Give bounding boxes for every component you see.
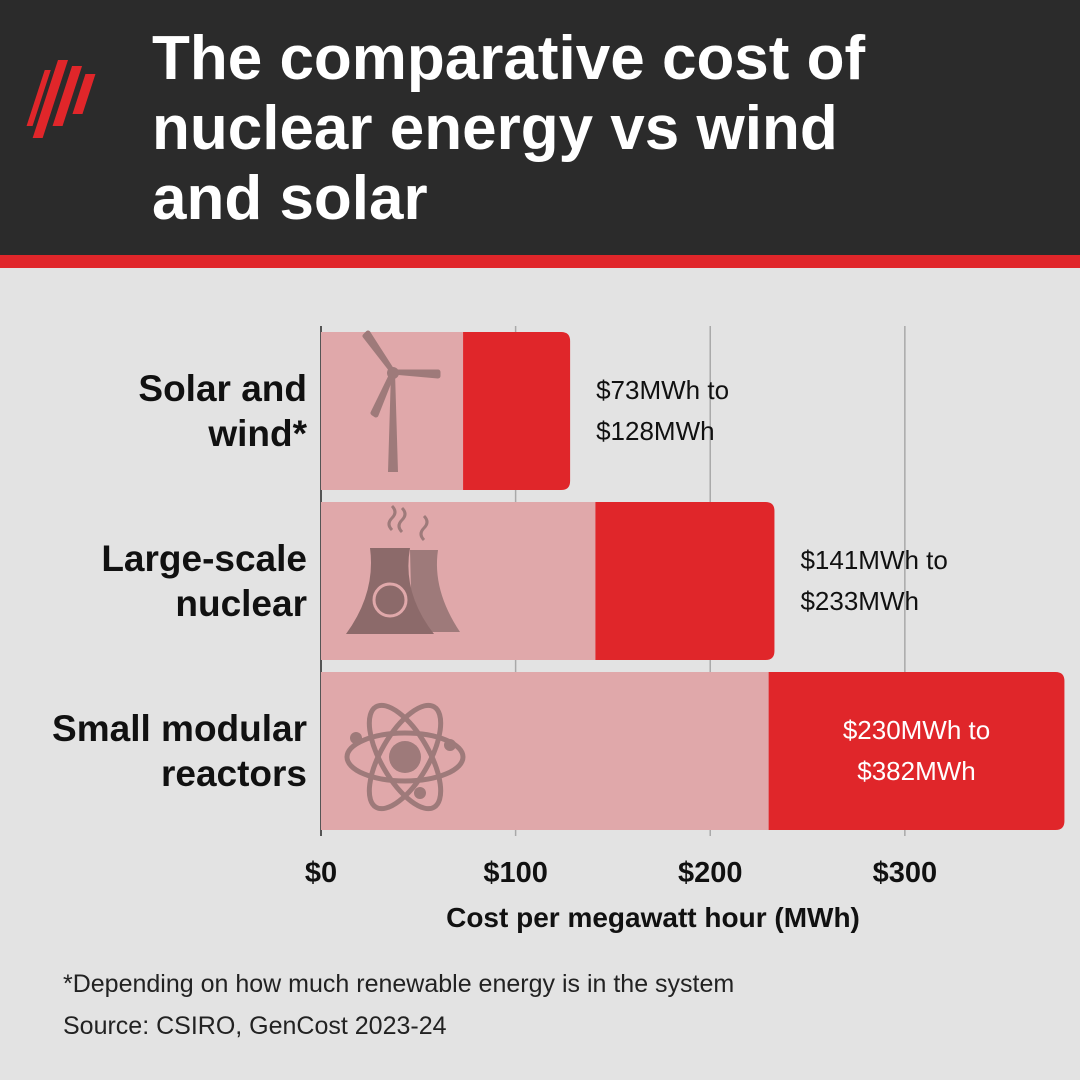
icon — [444, 739, 456, 751]
icon — [372, 582, 408, 618]
header — [0, 0, 1080, 255]
value-label: $73MWh to $128MWh — [596, 375, 730, 446]
icon — [366, 702, 444, 812]
icon — [410, 550, 460, 632]
value-label: $230MWh to $382MWh — [842, 715, 991, 786]
x-tick-label: $100 — [483, 857, 548, 889]
category-label: Large-scale nuclear — [101, 538, 307, 624]
icon — [387, 504, 429, 542]
icon — [362, 330, 441, 418]
row-icon — [362, 330, 441, 472]
bar-range — [768, 672, 1065, 830]
row-icon — [344, 702, 466, 812]
bar-range — [595, 502, 775, 660]
x-tick-label: $0 — [304, 857, 338, 889]
category-label: Small modular reactors — [52, 708, 307, 794]
x-tick-label: $300 — [872, 857, 938, 889]
row-icon — [346, 504, 460, 634]
x-axis-title: Cost per megawatt hour (MWh) — [446, 902, 860, 933]
header-rule — [0, 255, 1080, 268]
chart-title: The comparative cost of nuclear energy v… — [152, 24, 866, 233]
value-label: $141MWh to $233MWh — [800, 545, 948, 616]
x-tick-label: $200 — [677, 857, 743, 889]
source: Source: CSIRO, GenCost 2023-24 — [63, 1012, 447, 1040]
icon — [388, 372, 398, 472]
bar-range — [463, 332, 571, 490]
icon — [350, 732, 362, 744]
category-label: Solar and wind* — [138, 368, 307, 454]
bar-low — [321, 502, 596, 660]
footnote: *Depending on how much renewable energy … — [63, 970, 735, 998]
icon — [344, 730, 466, 784]
icon — [414, 787, 426, 799]
logo — [26, 60, 96, 138]
icon — [389, 741, 421, 773]
icon — [346, 548, 434, 634]
icon — [387, 367, 399, 379]
icon — [366, 702, 444, 812]
